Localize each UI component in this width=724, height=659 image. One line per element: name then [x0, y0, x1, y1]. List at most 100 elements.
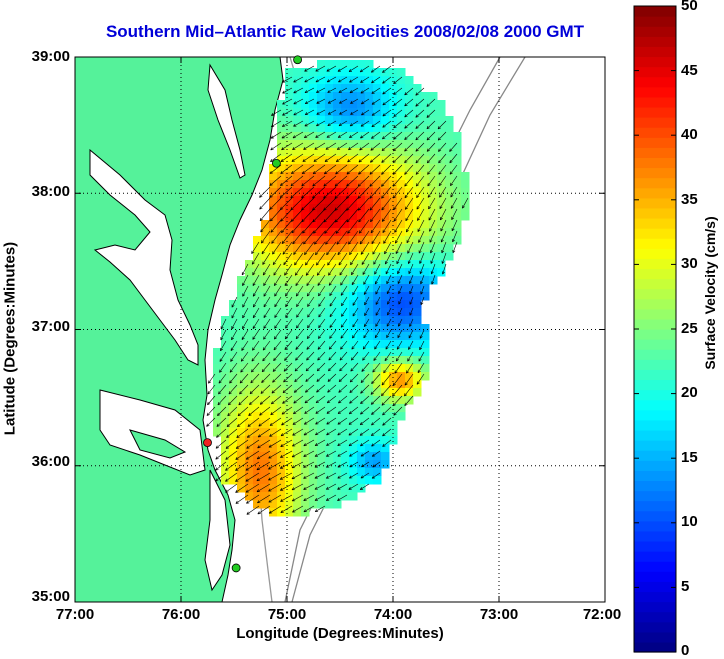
velocity-cell: [325, 284, 334, 293]
velocity-cell: [349, 412, 358, 421]
velocity-cell: [405, 92, 414, 101]
velocity-cell: [277, 284, 286, 293]
velocity-cell: [317, 180, 326, 189]
velocity-cell: [389, 292, 398, 301]
velocity-cell: [261, 468, 270, 477]
velocity-cell: [269, 252, 278, 261]
velocity-cell: [245, 412, 254, 421]
velocity-cell: [285, 188, 294, 197]
velocity-arrow: [219, 362, 227, 373]
velocity-cell: [365, 236, 374, 245]
velocity-cell: [461, 212, 470, 221]
velocity-arrow: [384, 241, 392, 255]
velocity-cell: [429, 244, 438, 253]
velocity-cell: [445, 204, 454, 213]
velocity-arrow: [337, 494, 348, 501]
velocity-cell: [349, 484, 358, 493]
velocity-arrow: [359, 417, 370, 426]
velocity-cell: [341, 348, 350, 357]
velocity-cell: [245, 292, 254, 301]
velocity-cell: [229, 452, 238, 461]
velocity-arrow: [371, 373, 381, 385]
velocity-cell: [317, 452, 326, 461]
velocity-arrow: [270, 131, 282, 139]
velocity-cell: [245, 284, 254, 293]
velocity-arrow: [274, 285, 282, 297]
velocity-arrow: [252, 285, 260, 297]
velocity-cell: [277, 196, 286, 205]
velocity-arrow: [371, 406, 381, 415]
velocity-cell: [365, 124, 374, 133]
velocity-cell: [285, 500, 294, 509]
velocity-cell: [277, 300, 286, 309]
velocity-cell: [389, 324, 398, 333]
velocity-cell: [285, 428, 294, 437]
velocity-cell: [397, 100, 406, 109]
velocity-arrow: [374, 263, 381, 275]
velocity-cell: [365, 380, 374, 389]
velocity-cell: [349, 476, 358, 485]
velocity-arrow: [283, 373, 293, 383]
velocity-arrow: [327, 373, 337, 382]
velocity-arrow: [262, 263, 271, 276]
velocity-cell: [301, 116, 310, 125]
velocity-arrow: [404, 120, 414, 129]
velocity-cell: [317, 68, 326, 77]
velocity-cell: [381, 420, 390, 429]
velocity-arrow: [415, 164, 425, 175]
y-tick-label: 37:00: [31, 318, 70, 335]
velocity-arrow: [280, 208, 293, 222]
colorbar-swatch: [634, 621, 676, 633]
velocity-arrow: [306, 274, 315, 286]
velocity-cell: [261, 380, 270, 389]
velocity-arrow: [426, 153, 436, 164]
velocity-arrow: [438, 164, 447, 175]
velocity-arrow: [371, 417, 381, 426]
velocity-cell: [293, 236, 302, 245]
velocity-cell: [389, 156, 398, 165]
velocity-cell: [349, 76, 358, 85]
velocity-arrow: [437, 131, 447, 141]
velocity-cell: [373, 460, 382, 469]
velocity-cell: [453, 228, 462, 237]
velocity-arrow: [326, 131, 337, 138]
velocity-cell: [381, 324, 390, 333]
velocity-cell: [293, 164, 302, 173]
velocity-cell: [413, 164, 422, 173]
velocity-cell: [389, 396, 398, 405]
velocity-arrow: [280, 428, 293, 437]
velocity-cell: [293, 484, 302, 493]
velocity-cell: [269, 340, 278, 349]
velocity-cell: [301, 396, 310, 405]
velocity-arrow: [303, 428, 315, 436]
velocity-cell: [317, 484, 326, 493]
velocity-cell: [293, 284, 302, 293]
velocity-arrow: [426, 131, 436, 141]
velocity-arrow: [292, 406, 304, 415]
velocity-cell: [389, 300, 398, 309]
velocity-cell: [333, 92, 342, 101]
velocity-cell: [429, 92, 438, 101]
velocity-cell: [349, 372, 358, 381]
velocity-cell: [221, 476, 230, 485]
velocity-arrow: [357, 175, 370, 187]
velocity-cell: [437, 212, 446, 221]
velocity-cell: [285, 292, 294, 301]
station-marker: [203, 438, 212, 447]
velocity-cell: [261, 308, 270, 317]
velocity-arrow: [268, 461, 282, 470]
velocity-cell: [357, 292, 366, 301]
velocity-arrow: [242, 296, 249, 308]
velocity-cell: [317, 444, 326, 453]
velocity-cell: [309, 420, 318, 429]
velocity-cell: [325, 276, 334, 285]
velocity-arrow: [369, 175, 381, 187]
velocity-cell: [421, 292, 430, 301]
velocity-cell: [357, 84, 366, 93]
velocity-arrow: [257, 505, 271, 515]
velocity-arrow: [450, 175, 458, 187]
velocity-cell: [405, 388, 414, 397]
velocity-cell: [397, 388, 406, 397]
velocity-cell: [253, 444, 262, 453]
velocity-arrow: [316, 373, 326, 382]
